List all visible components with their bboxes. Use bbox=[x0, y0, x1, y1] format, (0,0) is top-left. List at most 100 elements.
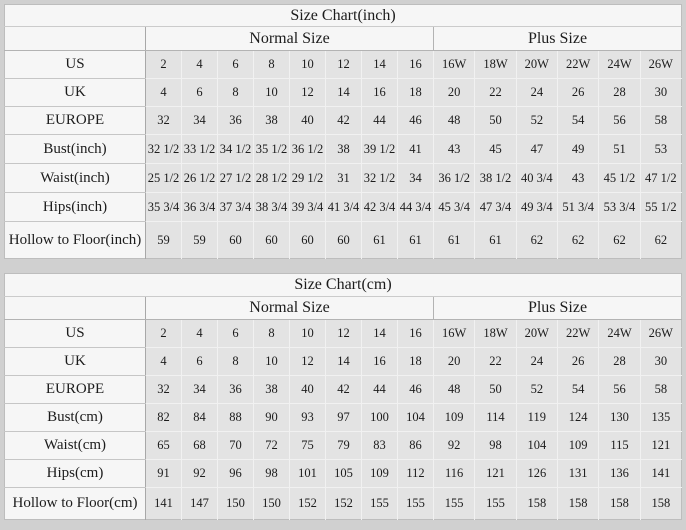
table-row: UK 4 6 8 10 12 14 16 18 20 22 24 26 28 30 bbox=[4, 347, 682, 376]
size-value-cell: 32 1/2 bbox=[361, 163, 398, 193]
size-value-cell: 40 bbox=[289, 106, 326, 135]
size-value-cell: 26W bbox=[640, 50, 682, 79]
size-value-cell: 45 1/2 bbox=[598, 163, 641, 193]
row-label: Hollow to Floor(inch) bbox=[4, 221, 146, 259]
size-value-cell: 62 bbox=[516, 221, 558, 259]
size-value-cell: 155 bbox=[433, 487, 476, 520]
size-value-cell: 37 3/4 bbox=[217, 192, 254, 222]
size-value-cell: 114 bbox=[474, 403, 517, 432]
size-value-cell: 61 bbox=[361, 221, 398, 259]
size-value-cell: 158 bbox=[557, 487, 600, 520]
table-title-row: Size Chart(cm) bbox=[4, 273, 682, 297]
size-value-cell: 16W bbox=[433, 319, 476, 348]
size-value-cell: 12 bbox=[289, 78, 326, 107]
table-row: UK 4 6 8 10 12 14 16 18 20 22 24 26 28 30 bbox=[4, 78, 682, 107]
size-value-cell: 38 1/2 bbox=[474, 163, 517, 193]
size-value-cell: 116 bbox=[433, 459, 476, 488]
size-value-cell: 152 bbox=[289, 487, 326, 520]
size-value-cell: 38 bbox=[325, 134, 362, 164]
size-value-cell: 26 bbox=[557, 347, 600, 376]
row-label: UK bbox=[4, 347, 146, 376]
size-value-cell: 82 bbox=[145, 403, 182, 432]
size-value-cell: 36 1/2 bbox=[289, 134, 326, 164]
size-value-cell: 92 bbox=[181, 459, 218, 488]
size-value-cell: 8 bbox=[253, 319, 290, 348]
row-label: Bust(cm) bbox=[4, 403, 146, 432]
size-value-cell: 38 bbox=[253, 375, 290, 404]
size-value-cell: 158 bbox=[516, 487, 558, 520]
row-label: Hollow to Floor(cm) bbox=[4, 487, 146, 520]
size-value-cell: 70 bbox=[217, 431, 254, 460]
size-value-cell: 44 bbox=[361, 106, 398, 135]
row-label: Bust(inch) bbox=[4, 134, 146, 164]
size-value-cell: 14 bbox=[361, 319, 398, 348]
size-value-cell: 10 bbox=[253, 347, 290, 376]
table-row: Bust(cm) 82 84 88 90 93 97 100 104 109 114 119 124 13… bbox=[4, 403, 682, 432]
size-value-cell: 46 bbox=[397, 106, 434, 135]
table-row: Hollow to Floor(inch) 59 59 60 60 60 60 61 61 61 6… bbox=[4, 221, 682, 259]
table-row: Hips(cm) 91 92 96 98 101 105 109 112 116 121 126 131… bbox=[4, 459, 682, 488]
size-value-cell: 158 bbox=[598, 487, 641, 520]
size-value-cell: 150 bbox=[253, 487, 290, 520]
column-group-header: Plus Size bbox=[433, 296, 682, 320]
size-value-cell: 75 bbox=[289, 431, 326, 460]
size-value-cell: 112 bbox=[397, 459, 434, 488]
size-value-cell: 10 bbox=[253, 78, 290, 107]
size-value-cell: 28 bbox=[598, 78, 641, 107]
size-value-cell: 62 bbox=[654, 232, 668, 247]
size-value-cell: 141 bbox=[640, 459, 682, 488]
column-group-row: Normal Size Plus Size bbox=[4, 296, 682, 320]
size-value-cell: 121 bbox=[640, 431, 682, 460]
size-value-cell: 100 bbox=[361, 403, 398, 432]
size-value-cell: 109 bbox=[433, 403, 476, 432]
size-value-cell: 61 bbox=[397, 221, 434, 259]
size-value-cell: 12 bbox=[325, 50, 362, 79]
row-label: EUROPE bbox=[4, 106, 146, 135]
size-value-cell: 50 bbox=[474, 106, 517, 135]
size-value-cell: 54 bbox=[557, 375, 600, 404]
size-value-cell: 26 1/2 bbox=[181, 163, 218, 193]
size-value-cell: 36 bbox=[217, 375, 254, 404]
size-value-cell: 22 bbox=[474, 78, 517, 107]
size-value-cell: 62 bbox=[557, 221, 600, 259]
size-value-cell: 119 bbox=[516, 403, 558, 432]
size-value-cell: 45 3/4 bbox=[433, 192, 476, 222]
size-value-cell: 4 bbox=[145, 78, 182, 107]
size-value-cell: 101 bbox=[289, 459, 326, 488]
size-value-cell: 109 bbox=[361, 459, 398, 488]
size-value-cell: 45 bbox=[474, 134, 517, 164]
size-value-cell: 34 1/2 bbox=[217, 134, 254, 164]
size-value-cell: 61 bbox=[433, 221, 476, 259]
size-value-cell: 131 bbox=[557, 459, 600, 488]
size-value-cell: 49 bbox=[557, 134, 600, 164]
size-value-cell: 43 bbox=[433, 134, 476, 164]
size-value-cell: 41 bbox=[397, 134, 434, 164]
column-group-header: Normal Size bbox=[145, 296, 434, 320]
size-value-cell: 46 bbox=[397, 375, 434, 404]
size-value-cell: 8 bbox=[253, 50, 290, 79]
size-value-cell: 109 bbox=[557, 431, 600, 460]
column-group-row: Normal Size Plus Size bbox=[4, 26, 682, 51]
row-label: US bbox=[4, 50, 146, 79]
size-value-cell: 61 bbox=[474, 221, 517, 259]
size-value-cell: 136 bbox=[598, 459, 641, 488]
size-value-cell: 51 bbox=[598, 134, 641, 164]
size-value-cell: 20W bbox=[516, 50, 558, 79]
size-value-cell: 72 bbox=[253, 431, 290, 460]
size-value-cell: 18W bbox=[474, 50, 517, 79]
size-value-cell: 54 bbox=[557, 106, 600, 135]
size-value-cell: 91 bbox=[145, 459, 182, 488]
size-value-cell: 60 bbox=[289, 221, 326, 259]
size-value-cell: 147 bbox=[181, 487, 218, 520]
size-value-cell: 32 bbox=[145, 375, 182, 404]
size-value-cell: 34 bbox=[397, 163, 434, 193]
size-value-cell: 152 bbox=[325, 487, 362, 520]
size-value-cell: 20 bbox=[433, 347, 476, 376]
size-value-cell: 4 bbox=[181, 319, 218, 348]
size-value-cell: 6 bbox=[181, 347, 218, 376]
size-value-cell: 105 bbox=[325, 459, 362, 488]
size-value-cell: 58 bbox=[640, 375, 682, 404]
size-value-cell: 25 1/2 bbox=[145, 163, 182, 193]
size-value-cell: 42 bbox=[325, 375, 362, 404]
